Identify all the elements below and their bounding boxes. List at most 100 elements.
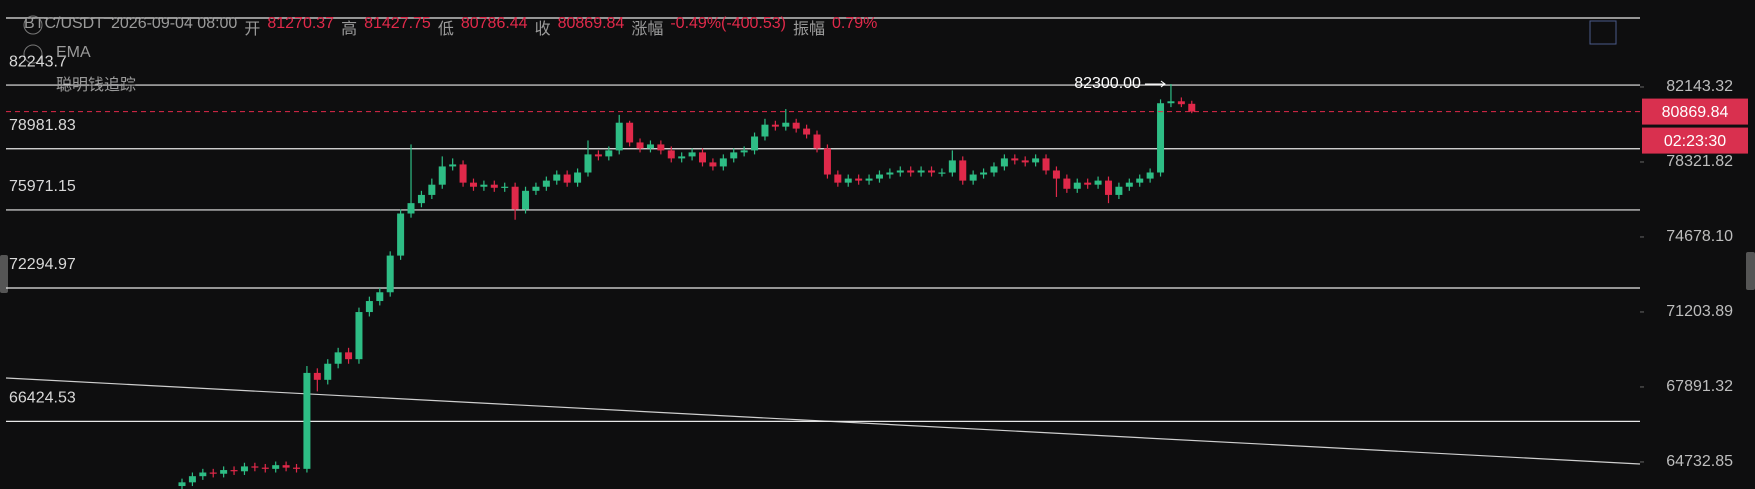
candle-body — [1094, 180, 1102, 185]
candle-body — [469, 182, 477, 187]
y-tick-label: 71203.89 — [1666, 303, 1733, 320]
candle-body — [480, 184, 488, 187]
candle-body — [449, 164, 457, 167]
candle-body — [355, 312, 363, 360]
candle-body — [782, 122, 790, 127]
candle-body — [803, 128, 811, 135]
candle-body — [792, 122, 800, 129]
value: 81270.37 — [267, 15, 335, 32]
candle-body — [313, 372, 321, 380]
candle-body — [1000, 158, 1008, 167]
candle-body — [303, 372, 311, 469]
candle-body — [959, 160, 967, 181]
candle-body — [834, 174, 842, 183]
y-tick-label: 78321.82 — [1666, 153, 1733, 170]
candle-body — [532, 186, 540, 191]
price-box — [1642, 98, 1748, 125]
candle-body — [636, 142, 644, 149]
label: 收 — [534, 21, 551, 38]
candle-body — [178, 482, 186, 487]
candle-body — [1167, 101, 1175, 104]
candle-body — [220, 470, 228, 474]
header: BTC/USDT 2026-09-04 08:00 开 81270.37 高 8… — [24, 15, 877, 39]
label: 高 — [341, 21, 358, 38]
value: -0.49%(-400.53) — [670, 15, 786, 32]
candle-body — [948, 160, 956, 173]
candle-body — [896, 170, 904, 173]
candle-body — [417, 194, 425, 204]
indicator[interactable]: EMA — [56, 44, 91, 61]
candle-body — [438, 166, 446, 185]
max-annotation: 82300.00 — [1074, 75, 1141, 92]
candle-body — [1188, 103, 1196, 112]
candle-body — [928, 170, 936, 173]
candle-body — [490, 184, 498, 188]
candle-body — [1011, 158, 1019, 161]
candle-body — [501, 186, 509, 188]
candle-body — [553, 174, 561, 181]
candle-body — [844, 178, 852, 183]
candle-body — [865, 178, 873, 181]
candle-body — [646, 144, 654, 149]
candle-body — [1146, 172, 1154, 179]
candle-body — [293, 467, 301, 469]
plot: 82143.32 78321.82 74678.10 71203.89 67891.32… — [6, 53, 1748, 489]
annotation-arrowhead — [1160, 80, 1166, 88]
candle-body — [272, 465, 280, 469]
candle-body — [917, 170, 925, 173]
candle-body — [199, 472, 207, 477]
candle-body — [334, 352, 342, 364]
candle-body — [365, 301, 373, 313]
candle-body — [667, 150, 675, 159]
candle-body — [980, 172, 988, 175]
candle-body — [459, 164, 467, 183]
left-tab[interactable] — [0, 255, 8, 293]
value: 0.79% — [831, 15, 878, 32]
candle-body — [397, 213, 405, 256]
candle-body — [719, 158, 727, 167]
candle-body — [1125, 182, 1133, 187]
time: 2026-09-04 08:00 — [111, 15, 238, 32]
price-label: 80869.84 — [1662, 104, 1729, 121]
candle-body — [709, 162, 717, 167]
indicator[interactable]: 聪明钱追踪 — [56, 77, 137, 94]
candle-body — [542, 180, 550, 187]
candle-body — [511, 186, 519, 210]
value: 81427.75 — [364, 15, 431, 32]
candle-body — [282, 465, 290, 468]
candle-body — [1042, 158, 1050, 171]
candle-body — [938, 172, 946, 174]
candle-body — [1052, 170, 1060, 179]
settings-icon[interactable] — [23, 44, 43, 64]
fullscreen-icon[interactable] — [1589, 20, 1617, 45]
candle-body — [678, 156, 686, 159]
candle-body — [1136, 178, 1144, 183]
candle-body — [657, 144, 665, 151]
candle-body — [907, 170, 915, 173]
candle-body — [594, 154, 602, 157]
candle-body — [855, 178, 863, 181]
candle-body — [563, 174, 571, 183]
y-tick-label: 64732.85 — [1666, 453, 1733, 470]
level-label: 78981.83 — [9, 117, 76, 134]
level-label: 75971.15 — [9, 178, 76, 195]
candle-body — [324, 363, 332, 380]
countdown-box — [1642, 127, 1748, 154]
level-label: 66424.53 — [9, 390, 76, 407]
value: 80786.44 — [460, 15, 528, 32]
candle-body — [1177, 101, 1185, 105]
candle-body — [261, 467, 269, 469]
collapse-icon[interactable] — [23, 15, 43, 35]
y-tick-label: 82143.32 — [1666, 78, 1733, 95]
candle-body — [376, 292, 384, 302]
right-tab[interactable] — [1746, 252, 1755, 290]
candle-body — [386, 255, 394, 293]
candle-body — [1021, 160, 1029, 163]
candle-body — [605, 150, 613, 157]
candle-body — [740, 150, 748, 153]
candle-body — [615, 122, 623, 151]
candle-body — [626, 122, 634, 143]
